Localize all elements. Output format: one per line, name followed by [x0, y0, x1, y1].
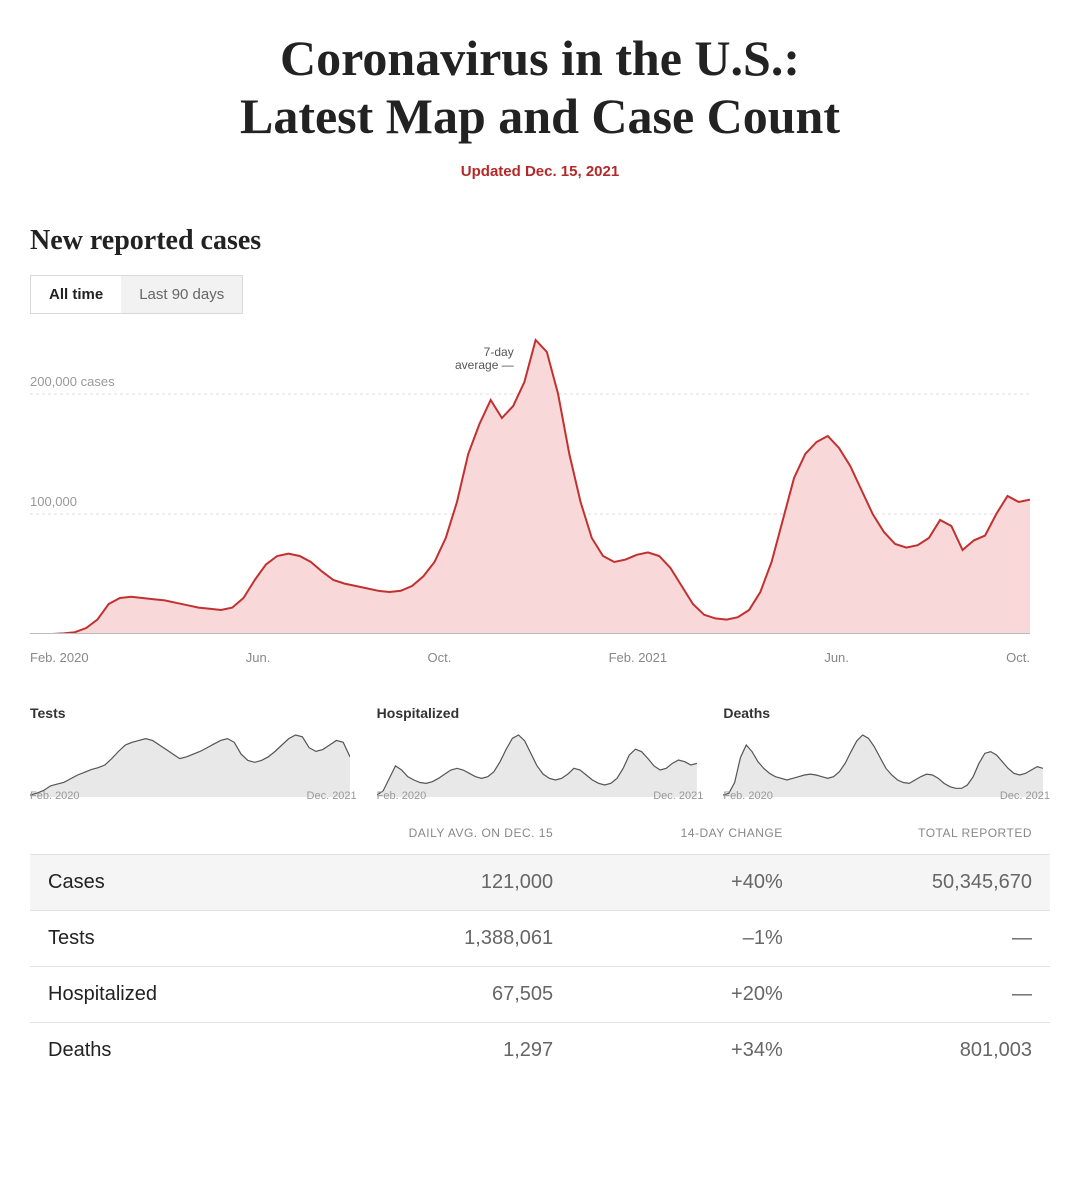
stats-header-row: DAILY AVG. ON DEC. 15 14-DAY CHANGE TOTA…: [30, 816, 1050, 855]
annotation-text: 7-dayaverage —: [455, 345, 514, 372]
x-tick: Jun.: [246, 650, 271, 665]
chart-annotation: 7-dayaverage —: [455, 346, 514, 372]
updated-date: Updated Dec. 15, 2021: [30, 163, 1050, 180]
main-chart-svg: 100,000 200,000 cases: [30, 334, 1030, 634]
cell-label: Deaths: [30, 1023, 271, 1079]
col-total: TOTAL REPORTED: [801, 816, 1050, 855]
cell-change: –1%: [571, 911, 801, 967]
main-chart-x-axis: Feb. 2020 Jun. Oct. Feb. 2021 Jun. Oct.: [30, 644, 1030, 665]
stats-row-deaths: Deaths1,297+34%801,003: [30, 1023, 1050, 1079]
cell-total: 801,003: [801, 1023, 1050, 1079]
cell-total: 50,345,670: [801, 855, 1050, 911]
cell-total: —: [801, 911, 1050, 967]
svg-text:100,000: 100,000: [30, 494, 77, 509]
cell-daily_avg: 67,505: [271, 967, 571, 1023]
sparkline-title: Deaths: [723, 705, 1050, 721]
x-tick: Oct.: [1006, 650, 1030, 665]
cell-daily_avg: 121,000: [271, 855, 571, 911]
stats-row-cases: Cases121,000+40%50,345,670: [30, 855, 1050, 911]
page-title: Coronavirus in the U.S.: Latest Map and …: [30, 30, 1050, 145]
cell-change: +20%: [571, 967, 801, 1023]
x-tick: Feb. 2020: [30, 650, 89, 665]
stats-row-hospitalized: Hospitalized67,505+20%—: [30, 967, 1050, 1023]
cell-daily_avg: 1,297: [271, 1023, 571, 1079]
tab-all-time[interactable]: All time: [31, 276, 121, 313]
sparkline-title: Tests: [30, 705, 357, 721]
cell-total: —: [801, 967, 1050, 1023]
cell-daily_avg: 1,388,061: [271, 911, 571, 967]
stats-row-tests: Tests1,388,061–1%—: [30, 911, 1050, 967]
title-line1: Coronavirus in the U.S.:: [280, 30, 800, 86]
sparkline-title: Hospitalized: [377, 705, 704, 721]
x-tick: Jun.: [824, 650, 849, 665]
x-tick: Oct.: [428, 650, 452, 665]
main-chart: 7-dayaverage — 100,000 200,000 cases: [30, 334, 1030, 634]
sparkline-deaths: DeathsFeb. 2020Dec. 2021: [723, 705, 1050, 802]
cell-label: Hospitalized: [30, 967, 271, 1023]
title-line2: Latest Map and Case Count: [240, 88, 840, 144]
tab-last-90-days[interactable]: Last 90 days: [121, 276, 242, 313]
stats-table: DAILY AVG. ON DEC. 15 14-DAY CHANGE TOTA…: [30, 816, 1050, 1078]
col-change: 14-DAY CHANGE: [571, 816, 801, 855]
sparkline-svg: [377, 727, 697, 797]
col-daily-avg: DAILY AVG. ON DEC. 15: [271, 816, 571, 855]
sparkline-svg: [723, 727, 1043, 797]
svg-text:200,000 cases: 200,000 cases: [30, 374, 115, 389]
cell-change: +40%: [571, 855, 801, 911]
sparkline-row: TestsFeb. 2020Dec. 2021HospitalizedFeb. …: [30, 705, 1050, 802]
sparkline-tests: TestsFeb. 2020Dec. 2021: [30, 705, 357, 802]
sparkline-hospitalized: HospitalizedFeb. 2020Dec. 2021: [377, 705, 704, 802]
section-title: New reported cases: [30, 225, 1050, 257]
cell-label: Tests: [30, 911, 271, 967]
cell-change: +34%: [571, 1023, 801, 1079]
sparkline-svg: [30, 727, 350, 797]
time-range-tabs: All time Last 90 days: [30, 275, 243, 314]
cell-label: Cases: [30, 855, 271, 911]
col-label: [30, 816, 271, 855]
x-tick: Feb. 2021: [609, 650, 668, 665]
